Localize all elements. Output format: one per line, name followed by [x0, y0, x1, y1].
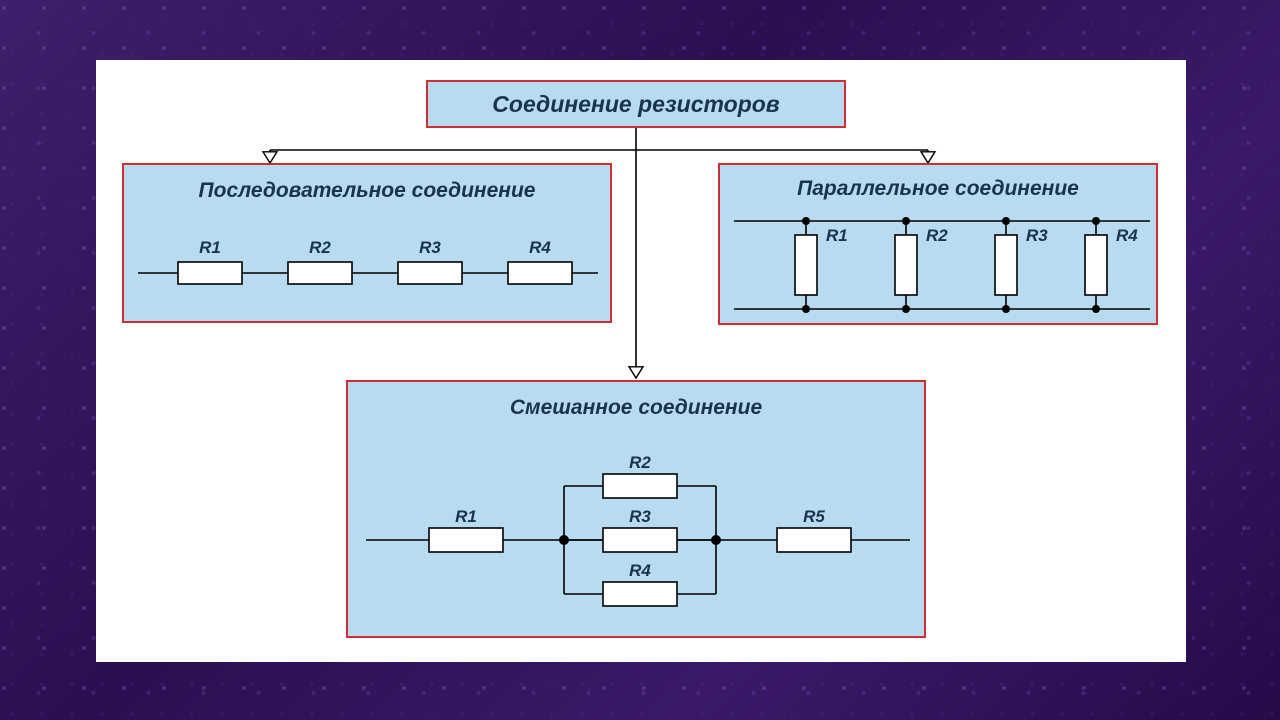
svg-text:R3: R3	[629, 507, 651, 526]
svg-text:R1: R1	[455, 507, 477, 526]
svg-text:R1: R1	[826, 226, 848, 245]
svg-text:R5: R5	[803, 507, 825, 526]
parallel-box: Параллельное соединение R1R2R3R4	[718, 163, 1158, 325]
svg-text:R2: R2	[926, 226, 948, 245]
svg-text:R2: R2	[629, 453, 651, 472]
svg-text:R4: R4	[529, 238, 551, 257]
svg-text:R3: R3	[419, 238, 441, 257]
svg-text:R1: R1	[199, 238, 221, 257]
series-box: Последовательное соединение R1R2R3R4	[122, 163, 612, 323]
svg-text:R2: R2	[309, 238, 331, 257]
diagram-sheet: Соединение резисторов Последовательное с…	[96, 60, 1186, 662]
svg-text:R4: R4	[1116, 226, 1138, 245]
page: Соединение резисторов Последовательное с…	[0, 0, 1280, 720]
svg-text:R3: R3	[1026, 226, 1048, 245]
parallel-circuit: R1 R2 R3 R4	[720, 165, 1160, 327]
series-circuit: R1 R2 R3 R4	[124, 165, 614, 325]
svg-text:R4: R4	[629, 561, 651, 580]
mixed-box: Смешанное соединение R1R5R2R3R4	[346, 380, 926, 638]
mixed-circuit: R1 R5 R2 R3 R4	[348, 382, 928, 640]
